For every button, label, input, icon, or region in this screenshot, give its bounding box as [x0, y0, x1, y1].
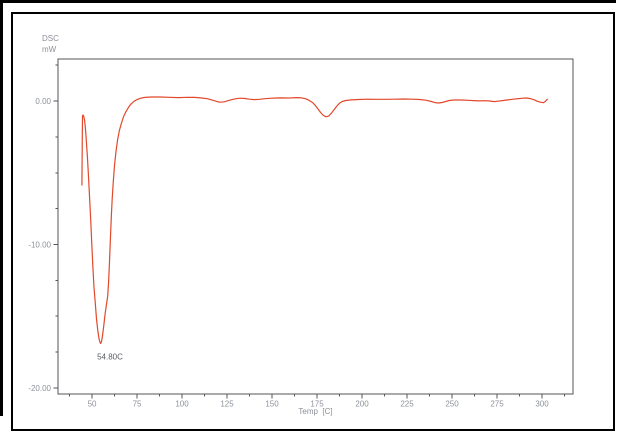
x-tick-label: 300	[535, 400, 549, 409]
plot-frame	[57, 58, 574, 395]
y-tick-label: 0.00	[35, 97, 51, 106]
x-tick-label: 175	[310, 400, 324, 409]
x-axis-title: Temp [C]	[298, 407, 333, 416]
x-tick-label: 150	[265, 400, 279, 409]
y-axis-unit-label-mw: mW	[42, 45, 57, 54]
window-border-top	[0, 0, 616, 3]
x-tick-label: 275	[490, 400, 504, 409]
x-tick-label: 50	[88, 400, 97, 409]
y-tick-label: -10.00	[28, 240, 51, 249]
report-frame-border	[11, 12, 615, 431]
window-border-left	[0, 0, 3, 416]
x-tick-label: 100	[175, 400, 189, 409]
x-tick-label: 125	[220, 400, 234, 409]
peak-temperature-annotation: 54.80C	[97, 353, 123, 362]
x-tick-label: 250	[445, 400, 459, 409]
y-axis-unit-label-dsc: DSC	[42, 34, 59, 43]
x-tick-label: 225	[400, 400, 414, 409]
dsc-curve	[81, 96, 548, 345]
x-tick-label: 200	[355, 400, 369, 409]
x-tick-label: 75	[133, 400, 142, 409]
y-tick-label: -20.00	[28, 384, 51, 393]
